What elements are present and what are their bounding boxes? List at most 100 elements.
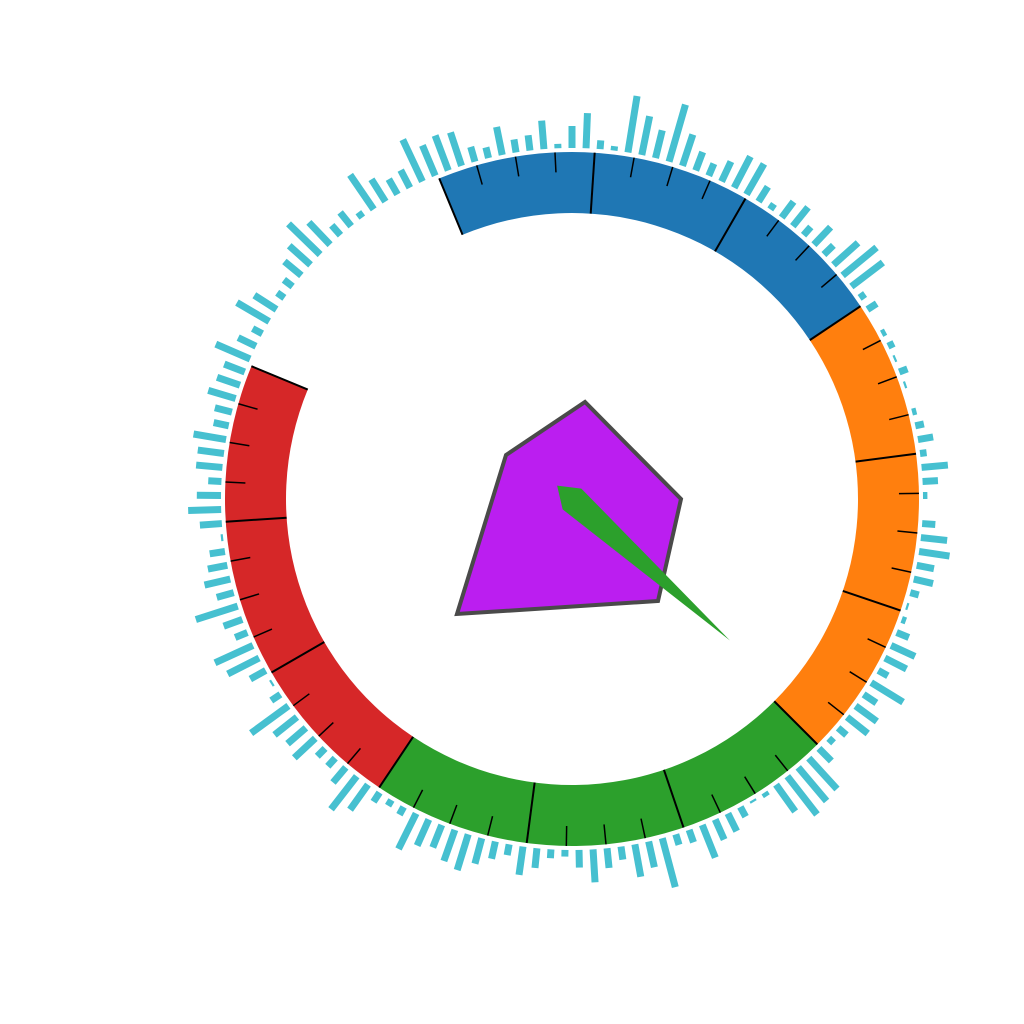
- radial-bar: [194, 602, 239, 623]
- radial-bar: [631, 843, 645, 878]
- radial-bar: [909, 589, 920, 599]
- radial-bar: [916, 561, 935, 573]
- radial-bar: [658, 837, 679, 888]
- major-tick: [525, 782, 536, 844]
- radial-bar: [249, 703, 291, 736]
- minor-tick: [318, 721, 334, 737]
- radial-bar: [199, 520, 223, 529]
- radial-bar: [325, 755, 338, 769]
- radial-bar: [429, 823, 445, 849]
- radial-bar: [816, 745, 834, 764]
- minor-tick: [230, 556, 251, 562]
- minor-tick: [862, 339, 882, 351]
- minor-tick: [640, 818, 646, 839]
- radial-bar: [515, 846, 527, 876]
- radial-bar: [582, 112, 591, 149]
- radial-bar: [248, 667, 268, 683]
- radial-bar: [610, 145, 619, 151]
- radial-bar: [214, 340, 252, 363]
- minor-tick: [475, 165, 483, 185]
- radial-bar: [272, 714, 300, 738]
- radial-bar: [692, 150, 706, 172]
- radial-bar: [711, 818, 728, 841]
- radial-bar: [784, 774, 820, 817]
- minor-tick: [229, 441, 250, 447]
- radial-bar: [912, 575, 934, 587]
- radial-bar: [889, 642, 917, 660]
- radial-bar: [919, 449, 928, 457]
- radial-bar: [306, 219, 333, 248]
- radial-bar: [821, 242, 836, 258]
- radial-bar: [488, 840, 499, 860]
- radial-bar: [214, 404, 233, 416]
- radial-bar: [453, 833, 472, 872]
- radial-bar: [795, 765, 830, 804]
- radial-bar: [685, 828, 697, 844]
- gauge-band: [439, 152, 861, 341]
- gauge-band: [225, 366, 414, 788]
- radial-bar: [370, 790, 383, 804]
- radial-bar: [281, 277, 295, 290]
- minor-tick: [891, 567, 912, 573]
- gauge-band: [379, 701, 818, 846]
- radial-bar: [920, 534, 948, 544]
- radial-bar: [811, 224, 834, 248]
- radial-bar: [778, 199, 797, 220]
- radial-bar: [917, 433, 934, 444]
- radial-bar: [252, 292, 279, 313]
- minor-tick: [711, 794, 722, 814]
- radial-bar: [900, 616, 908, 625]
- radial-bar: [447, 131, 465, 167]
- radial-bar: [286, 221, 323, 258]
- minor-tick: [412, 789, 424, 809]
- major-tick: [714, 197, 747, 252]
- minor-tick: [827, 701, 845, 716]
- radial-bar: [329, 222, 344, 238]
- radial-bar: [285, 725, 309, 747]
- radial-bar: [589, 849, 599, 883]
- radial-bar: [347, 172, 377, 212]
- gauge-center: [454, 399, 730, 641]
- radial-bar: [731, 154, 754, 190]
- major-tick: [842, 589, 901, 612]
- radial-bar: [250, 325, 264, 337]
- radial-bar: [493, 126, 506, 156]
- radial-bar: [208, 477, 222, 485]
- radial-bar: [905, 602, 910, 611]
- major-tick: [378, 736, 414, 789]
- radial-bar: [869, 679, 905, 706]
- minor-tick: [603, 824, 607, 845]
- radial-bar: [215, 374, 242, 389]
- radial-bar: [269, 679, 275, 687]
- radial-bar: [197, 446, 225, 457]
- minor-tick: [849, 671, 868, 683]
- radial-bar: [207, 561, 228, 573]
- radial-bar: [282, 258, 304, 279]
- radial-bar: [467, 145, 479, 163]
- minor-tick: [292, 693, 310, 707]
- radial-bar: [226, 654, 261, 678]
- radial-bar: [395, 811, 420, 851]
- minor-tick: [239, 593, 260, 601]
- radial-bar: [510, 138, 520, 154]
- radial-bar: [368, 177, 389, 204]
- radial-bar: [902, 381, 908, 389]
- major-tick: [855, 452, 917, 463]
- radial-bar: [440, 828, 459, 863]
- radial-bar: [749, 798, 757, 804]
- minor-tick: [897, 530, 918, 534]
- radial-bar: [236, 334, 258, 350]
- radial-bar: [207, 387, 237, 402]
- minor-tick: [666, 166, 674, 187]
- radial-bar: [914, 420, 925, 430]
- radial-bar: [596, 140, 605, 150]
- minor-tick: [877, 376, 898, 385]
- radial-bar: [347, 782, 371, 812]
- radial-bar: [413, 818, 433, 848]
- radial-bar: [603, 847, 613, 869]
- radial-bar: [328, 774, 360, 812]
- radial-bar: [212, 419, 230, 430]
- radial-bar: [223, 360, 247, 376]
- radial-bar: [699, 823, 719, 859]
- radial-bar: [531, 847, 541, 869]
